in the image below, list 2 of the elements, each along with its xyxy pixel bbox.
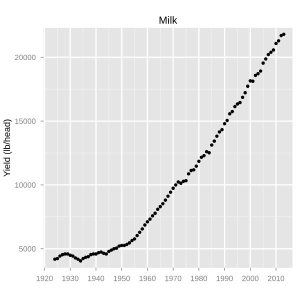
chart-title: Milk bbox=[160, 16, 178, 24]
y-axis-title: Yield (lb/head) bbox=[3, 120, 12, 177]
